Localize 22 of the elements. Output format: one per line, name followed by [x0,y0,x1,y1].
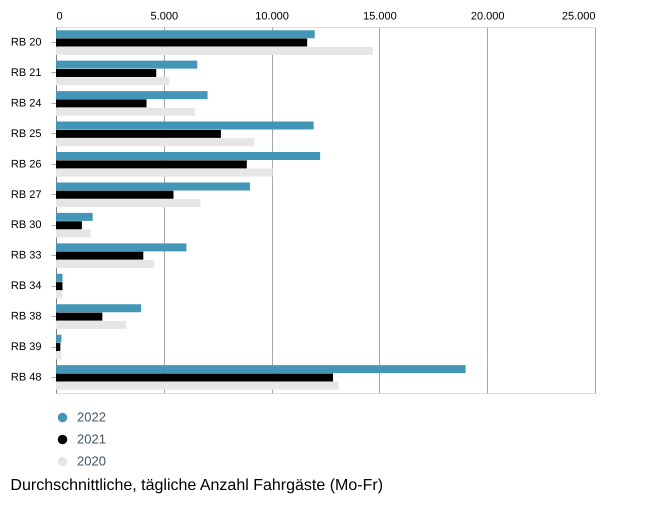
y-tick-label: RB 33 [10,250,42,262]
y-tick-label: RB 34 [10,280,42,292]
y-tick-label: RB 30 [10,219,42,232]
y-tick-label: RB 26 [10,158,42,170]
y-tick-label: RB 24 [10,97,42,110]
y-tick-label: RB 21 [10,66,42,79]
y-tick-label: RB 25 [10,128,42,140]
x-tick-label: 0 [56,10,63,22]
y-tick-label: RB 39 [10,341,42,354]
y-tick-label: RB 27 [10,188,42,201]
legend-label: 2021 [77,432,106,446]
x-tick-label: 20.000 [470,10,505,22]
y-tick-label: RB 20 [10,36,42,49]
x-tick-label: 15.000 [363,10,397,22]
y-tick-label: RB 38 [10,310,42,323]
y-tick-label: RB 48 [10,371,42,384]
x-tick-label: 5.000 [150,10,178,22]
x-tick-label: 25.000 [562,10,596,22]
text: Durchschnittliche, tägliche Anzahl Fahrgäste (Mo-Fr) [10,477,384,494]
legend-label: 2022 [77,410,106,424]
x-tick-label: 10.000 [255,10,289,22]
legend-label: 2020 [77,454,106,468]
